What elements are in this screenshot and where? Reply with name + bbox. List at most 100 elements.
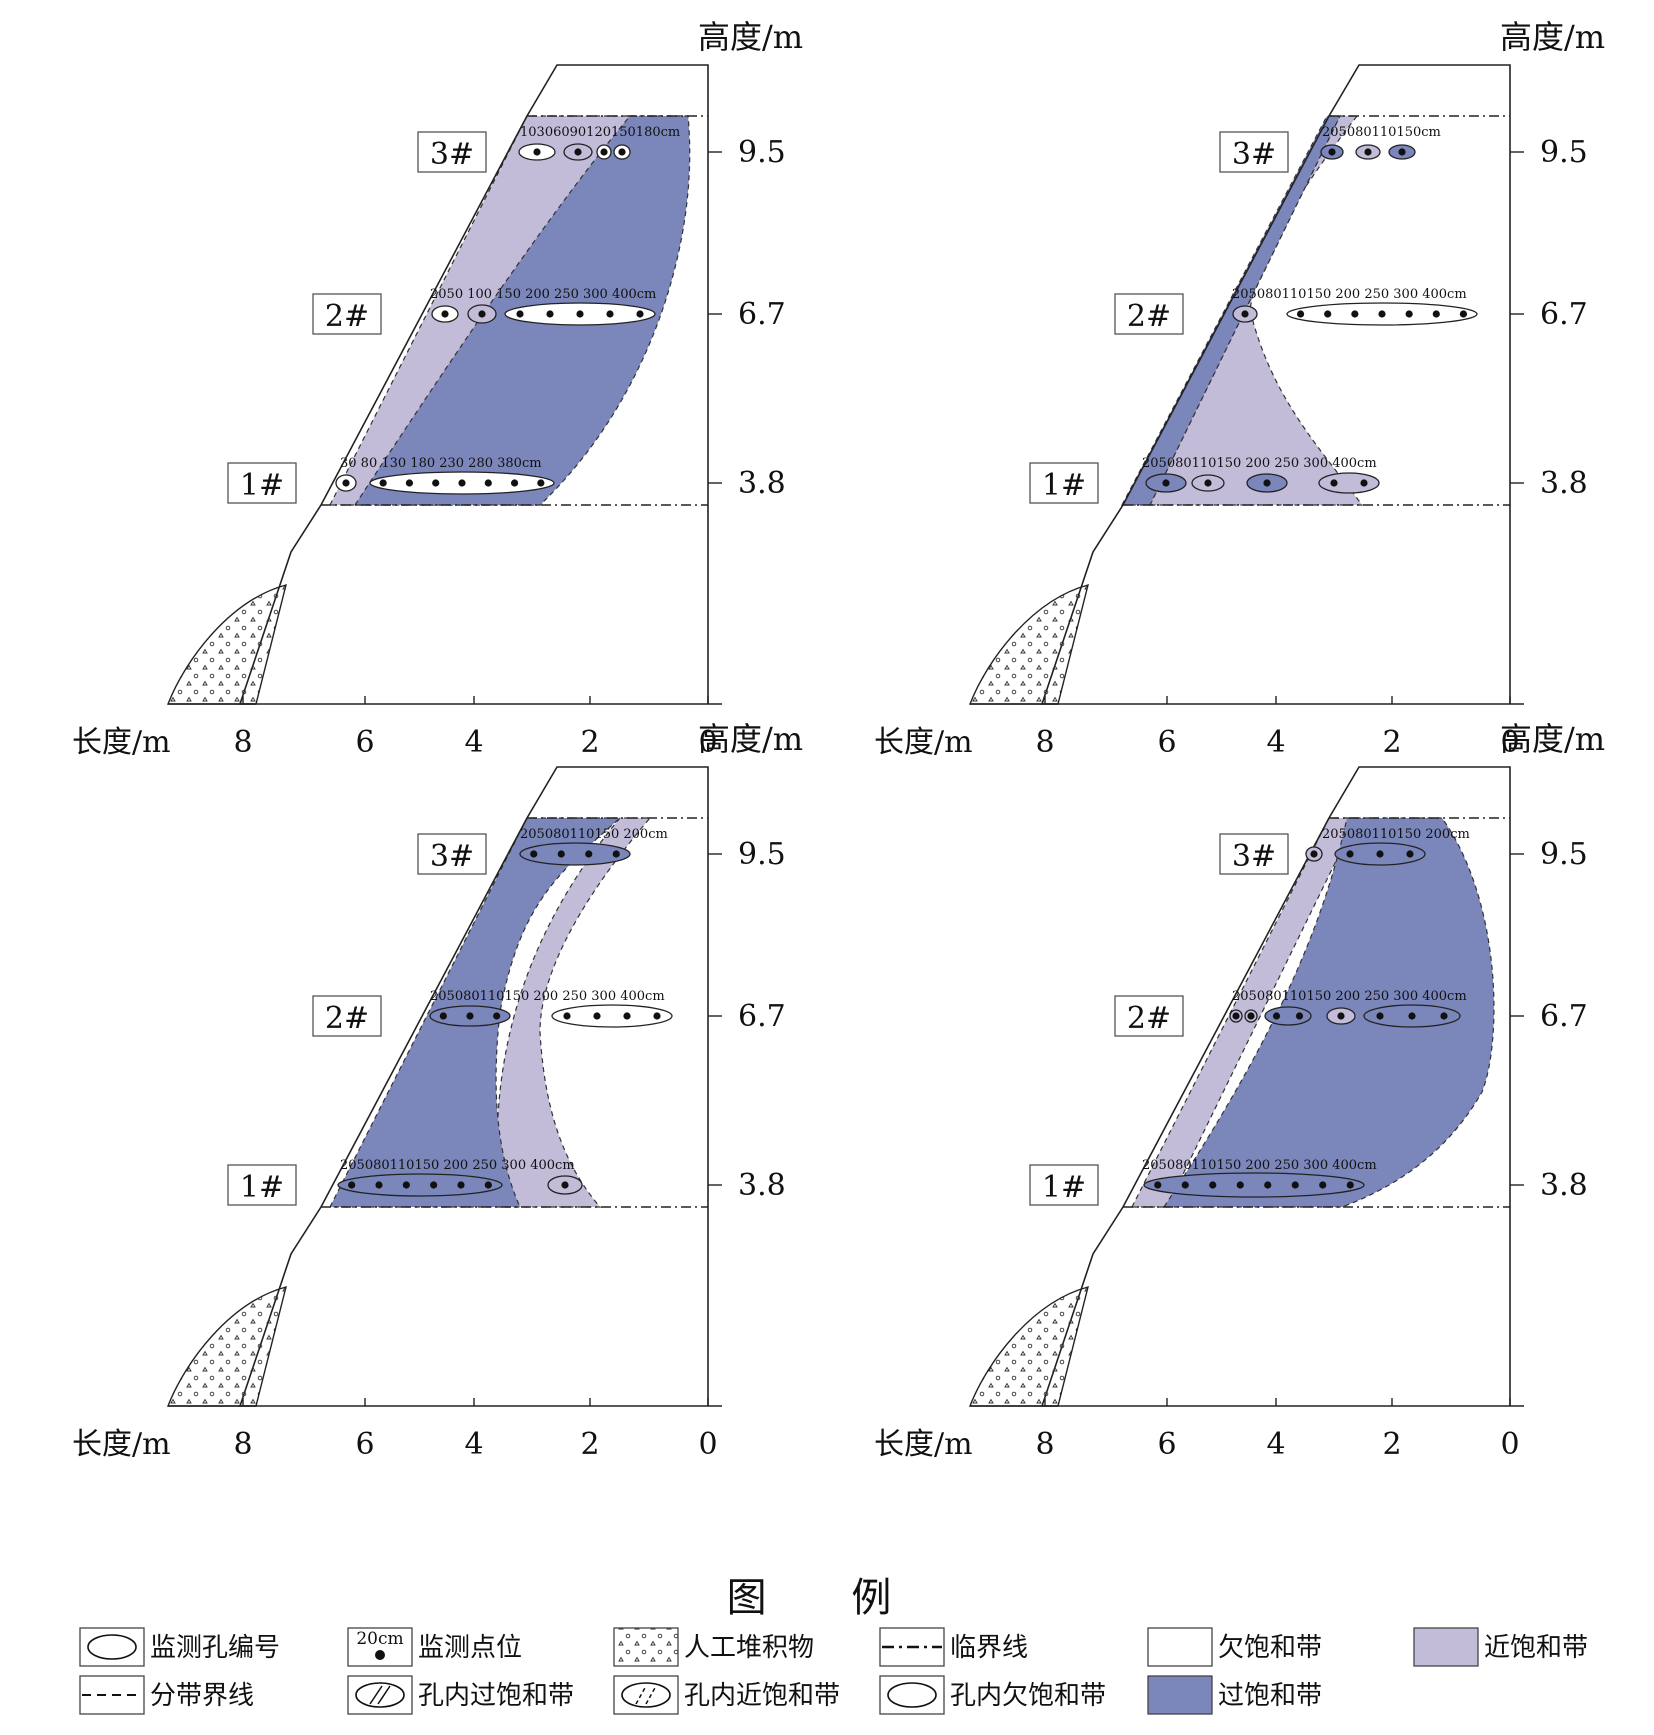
depth-labels: 205080110150 200cm (520, 827, 668, 842)
hole-over-segment (1143, 1172, 1365, 1198)
monitoring-point (379, 479, 387, 487)
monitoring-point (612, 850, 620, 858)
near-saturated-zone (496, 817, 652, 1208)
hole-id-label: 2# (1127, 1001, 1171, 1036)
legend-swatch-fill (613, 1627, 679, 1667)
y-tick-label: 9.5 (738, 135, 786, 170)
monitoring-point (405, 479, 414, 487)
monitoring-point (1247, 1012, 1255, 1020)
monitoring-point (430, 1181, 438, 1189)
artificial-fill-deposit (166, 1286, 287, 1407)
monitoring-point (484, 479, 492, 487)
monitoring-point (574, 148, 582, 156)
y-tick-label: 6.7 (1540, 999, 1588, 1034)
x-tick-label: 8 (233, 1427, 252, 1462)
monitoring-point (606, 310, 614, 318)
x-tick-label: 2 (580, 1427, 599, 1462)
monitoring-point (478, 310, 486, 318)
monitoring-point (1398, 148, 1406, 156)
x-tick-label: 4 (464, 725, 483, 760)
monitoring-point (439, 1012, 447, 1020)
y-tick-label: 9.5 (1540, 135, 1588, 170)
legend-label-hole-unsat: 孔内欠饱和带 (950, 1681, 1106, 1711)
monitoring-point (653, 1012, 661, 1020)
legend-label-critical: 临界线 (950, 1633, 1028, 1663)
monitoring-point (1406, 850, 1414, 858)
legend-hole-ellipse (887, 1682, 937, 1708)
monitoring-point (1378, 310, 1386, 318)
monitoring-point (402, 1181, 410, 1189)
depth-labels: 205080110150 200cm (1322, 827, 1470, 842)
monitoring-point (600, 148, 608, 156)
monitoring-point (1440, 1012, 1448, 1020)
monitoring-point (1376, 850, 1384, 858)
monitoring-point (510, 479, 519, 487)
y-tick-label: 6.7 (738, 297, 786, 332)
monitoring-point (1204, 479, 1212, 487)
legend-label-near: 近饱和带 (1484, 1633, 1588, 1663)
legend-label-hole-near: 孔内近饱和带 (684, 1681, 840, 1711)
legend-point-dot (375, 1650, 385, 1660)
monitoring-point (1310, 850, 1318, 858)
monitoring-point (1272, 1012, 1281, 1020)
monitoring-point (530, 850, 538, 858)
hole-id-box (227, 462, 297, 504)
monitoring-point (533, 148, 541, 156)
x-tick-label: 2 (580, 725, 599, 760)
monitoring-point (1360, 479, 1368, 487)
depth-labels: 10306090120150180cm (520, 125, 680, 140)
hole-id-box (1114, 995, 1184, 1037)
depth-labels: 2050 100 150 200 250 300 400cm (430, 287, 656, 302)
x-axis-title: 长度/m (874, 1427, 973, 1462)
near-saturated-zone (1131, 817, 1358, 1208)
legend-label-boundary: 分带界线 (150, 1681, 254, 1711)
legend-label-point: 监测点位 (418, 1633, 522, 1663)
over-saturated-zone (1121, 115, 1341, 506)
panel-3: 8 6 4 2 0 长度/m 9.5 6.7 3.8 高度/m 3# 205080110150 200… (72, 720, 803, 1462)
y-tick-label: 9.5 (738, 837, 786, 872)
near-saturated-zone (1149, 115, 1364, 506)
y-axis-title: 高度/m (1500, 18, 1605, 56)
legend-swatch-over (1147, 1675, 1213, 1715)
x-tick-label: 4 (1266, 1427, 1285, 1462)
monitoring-point (1296, 310, 1305, 318)
monitoring-point (375, 1181, 383, 1189)
artificial-fill-deposit (968, 1286, 1089, 1407)
x-axis-title: 长度/m (72, 1427, 171, 1462)
y-tick-label: 3.8 (738, 1168, 786, 1203)
x-tick-label: 0 (698, 725, 717, 760)
legend-hatch (369, 1685, 383, 1705)
x-tick-label: 8 (1035, 1427, 1054, 1462)
monitoring-point (1291, 1181, 1299, 1189)
monitoring-point (1364, 148, 1372, 156)
monitoring-point (1337, 1012, 1345, 1020)
monitoring-point (1264, 1181, 1272, 1189)
legend-hatch (635, 1685, 647, 1705)
legend-swatch-unsat (1147, 1627, 1213, 1667)
hole-id-box (312, 293, 382, 335)
y-tick-label: 3.8 (1540, 1168, 1588, 1203)
legend: 1#监测孔编号20cm监测点位人工堆积物临界线欠饱和带近饱和带分带界线孔内过饱和… (79, 1627, 1588, 1715)
y-axis-title: 高度/m (698, 720, 803, 758)
depth-labels: 30 80 130 180 230 280 380cm (340, 456, 542, 471)
monitoring-point (576, 310, 584, 318)
monitoring-point (561, 1181, 569, 1189)
hole-id-label: 1# (1042, 1170, 1086, 1205)
monitoring-point (432, 479, 440, 487)
y-tick-label: 6.7 (738, 999, 786, 1034)
legend-label-hole-over: 孔内过饱和带 (418, 1681, 574, 1711)
monitoring-point (546, 310, 554, 318)
hole-over-segment (1264, 1006, 1312, 1026)
hole-id-label: 1# (240, 468, 284, 503)
monitoring-point (1232, 1012, 1240, 1020)
monitoring-point (466, 1012, 474, 1020)
legend-hatch (377, 1685, 391, 1705)
hole-id-box (1219, 833, 1289, 875)
x-tick-label: 8 (233, 725, 252, 760)
hole-id-label: 2# (325, 1001, 369, 1036)
monitoring-point (636, 310, 644, 318)
x-tick-label: 0 (1500, 725, 1519, 760)
hole-id-label: 2# (325, 299, 369, 334)
x-tick-label: 4 (1266, 725, 1285, 760)
panel-1: 8 6 4 2 0 长度/m 9.5 6.7 3.8 高度/m 3# 1030609012015018… (72, 18, 803, 760)
